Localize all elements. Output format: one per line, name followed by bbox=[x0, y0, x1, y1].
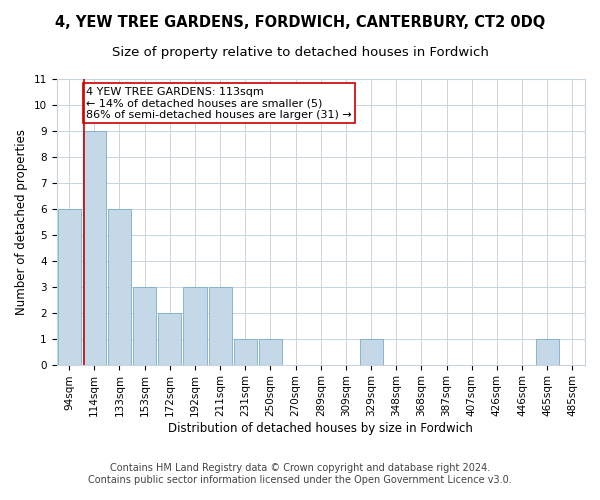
Bar bbox=[133, 286, 156, 364]
Bar bbox=[108, 209, 131, 364]
Y-axis label: Number of detached properties: Number of detached properties bbox=[15, 129, 28, 315]
Bar bbox=[536, 338, 559, 364]
Bar bbox=[83, 131, 106, 364]
Bar bbox=[58, 209, 80, 364]
Text: 4, YEW TREE GARDENS, FORDWICH, CANTERBURY, CT2 0DQ: 4, YEW TREE GARDENS, FORDWICH, CANTERBUR… bbox=[55, 15, 545, 30]
Bar bbox=[209, 286, 232, 364]
Text: 4 YEW TREE GARDENS: 113sqm
← 14% of detached houses are smaller (5)
86% of semi-: 4 YEW TREE GARDENS: 113sqm ← 14% of deta… bbox=[86, 87, 352, 120]
Text: Size of property relative to detached houses in Fordwich: Size of property relative to detached ho… bbox=[112, 46, 488, 59]
Bar bbox=[158, 312, 181, 364]
Bar bbox=[233, 338, 257, 364]
Bar bbox=[259, 338, 282, 364]
Bar bbox=[184, 286, 206, 364]
Bar bbox=[359, 338, 383, 364]
Text: Contains HM Land Registry data © Crown copyright and database right 2024.
Contai: Contains HM Land Registry data © Crown c… bbox=[88, 464, 512, 485]
X-axis label: Distribution of detached houses by size in Fordwich: Distribution of detached houses by size … bbox=[169, 422, 473, 435]
